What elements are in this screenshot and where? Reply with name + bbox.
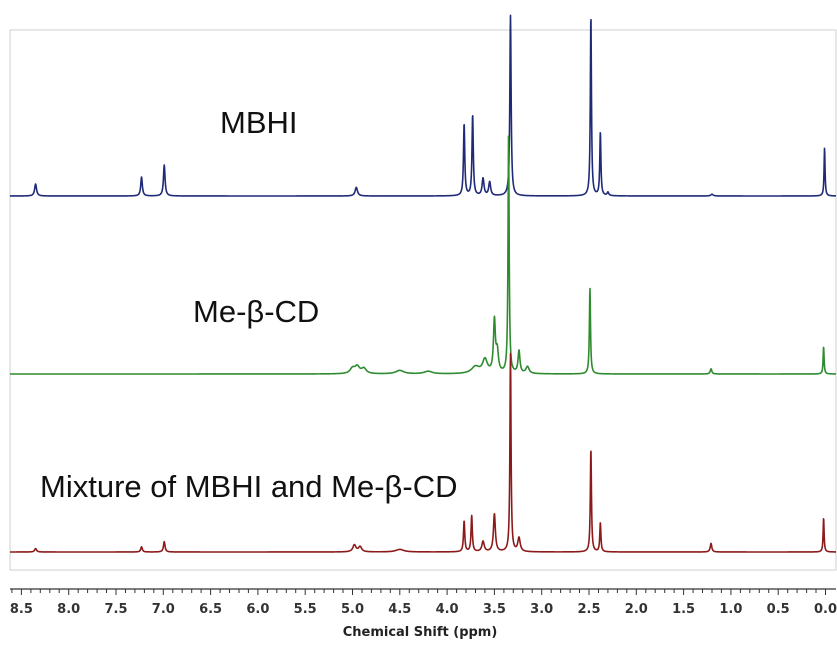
- x-axis-ticks: 8.5 8.0 7.5 7.0 6.5 6.0 5.5 5.0 4.5 4.0 3.5 3.0 2.5 2…: [10, 589, 837, 617]
- spectrum-line-3: [9, 352, 837, 553]
- x-tick-label: 0.0: [814, 602, 837, 617]
- x-tick-label: 8.0: [57, 602, 80, 617]
- x-tick-label: 0.5: [767, 602, 790, 617]
- x-tick-label: 4.5: [388, 602, 411, 617]
- x-tick-label: 2.0: [625, 602, 648, 617]
- x-tick-label: 7.5: [104, 602, 127, 617]
- series-label-me-beta-cd: Me-β-CD: [193, 294, 319, 329]
- x-tick-label: 7.0: [152, 602, 175, 617]
- series-label-mixture: Mixture of MBHI and Me-β-CD: [40, 469, 457, 504]
- x-tick-label: 3.0: [530, 602, 553, 617]
- plot-frame: [9, 29, 837, 571]
- series-label-mbhi: MBHI: [220, 105, 298, 140]
- x-tick-label: 6.5: [199, 602, 222, 617]
- x-tick-label: 4.0: [436, 602, 459, 617]
- x-tick-label: 3.5: [483, 602, 506, 617]
- x-tick-label: 1.5: [672, 602, 695, 617]
- spectra-group: [9, 14, 837, 553]
- x-tick-label: 5.5: [294, 602, 317, 617]
- spectrum-line-2: [9, 135, 837, 375]
- x-tick-label: 6.0: [246, 602, 269, 617]
- x-tick-label: 2.5: [577, 602, 600, 617]
- x-tick-label: 1.0: [719, 602, 742, 617]
- x-tick-label: 8.5: [10, 602, 33, 617]
- x-tick-label: 5.0: [341, 602, 364, 617]
- spectrum-line-1: [9, 14, 837, 197]
- x-axis-title: Chemical Shift (ppm): [343, 625, 498, 640]
